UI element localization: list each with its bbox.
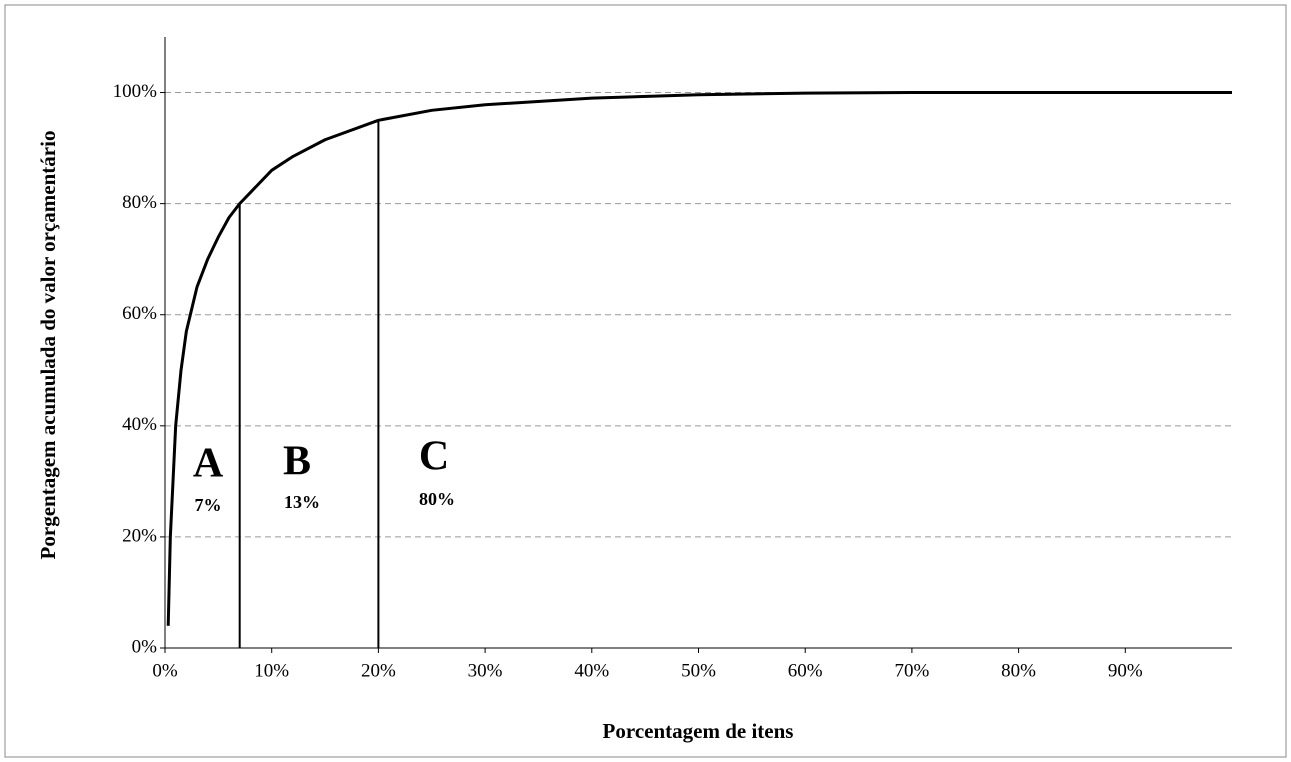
class-share: 7% — [195, 495, 222, 515]
class-share: 13% — [284, 492, 320, 512]
x-tick-label: 80% — [1001, 660, 1036, 681]
y-axis-label: Porgentagem acumulada do valor orçamentá… — [36, 131, 60, 560]
x-tick-label: 70% — [894, 660, 929, 681]
x-tick-label: 40% — [574, 660, 609, 681]
y-tick-label: 100% — [113, 81, 158, 102]
y-tick-label: 0% — [132, 636, 158, 657]
x-tick-label: 60% — [788, 660, 823, 681]
y-tick-label: 60% — [122, 303, 157, 324]
class-letter: A — [193, 441, 224, 487]
class-share: 80% — [419, 489, 455, 509]
x-tick-label: 20% — [361, 660, 396, 681]
x-tick-label: 30% — [468, 660, 503, 681]
x-axis-label: Porcentagem de itens — [603, 719, 794, 743]
y-tick-label: 80% — [122, 192, 157, 213]
y-tick-label: 20% — [122, 525, 157, 546]
curve — [166, 91, 1232, 626]
x-tick-label: 50% — [681, 660, 716, 681]
class-letter: B — [283, 439, 311, 485]
y-tick-label: 40% — [122, 414, 157, 435]
x-tick-label: 10% — [254, 660, 289, 681]
chart-frame — [4, 4, 1287, 758]
x-tick-label: 90% — [1108, 660, 1143, 681]
x-tick-label: 0% — [152, 660, 178, 681]
class-letter: C — [419, 434, 449, 480]
